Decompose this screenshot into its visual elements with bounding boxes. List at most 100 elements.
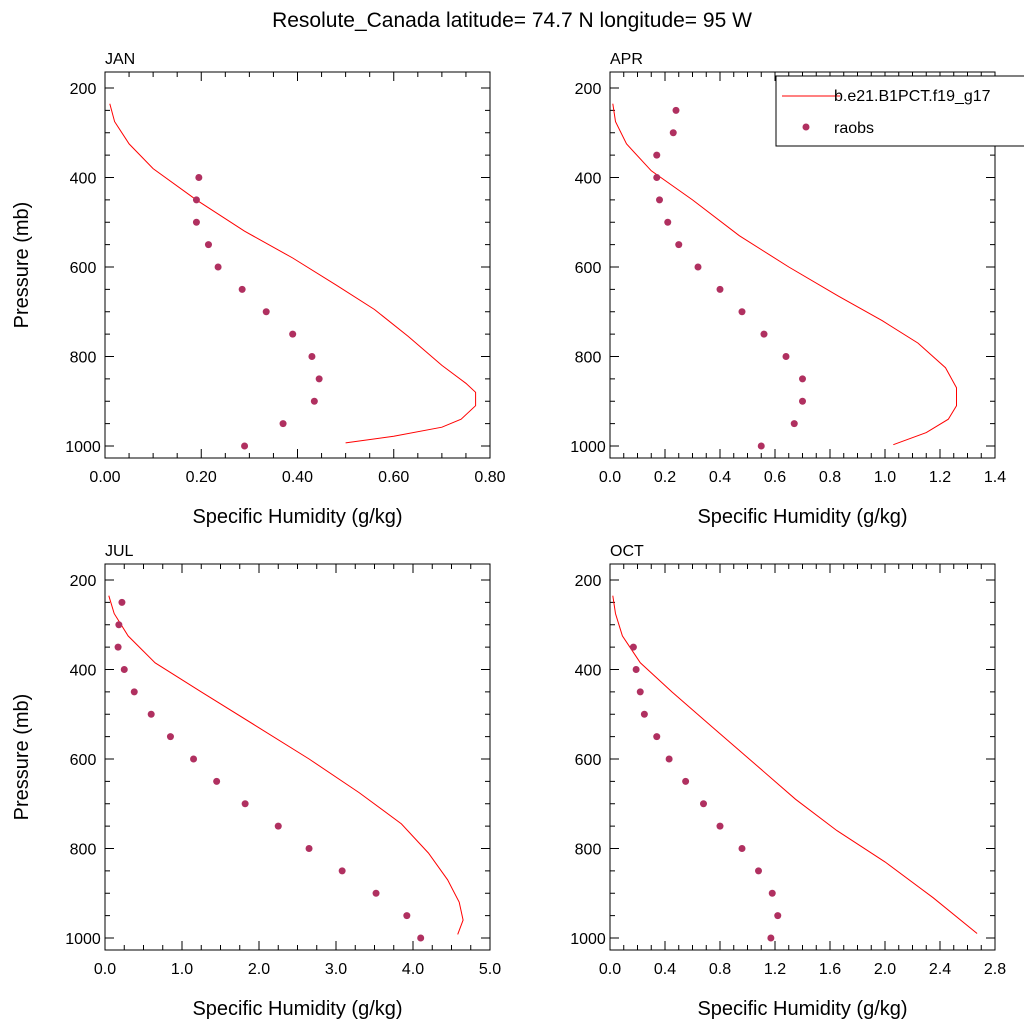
raobs-point bbox=[682, 777, 690, 785]
y-tick-label: 200 bbox=[70, 81, 97, 98]
x-tick-label: 5.0 bbox=[479, 961, 501, 978]
y-tick-label: 400 bbox=[70, 663, 97, 680]
y-tick-label: 400 bbox=[575, 171, 602, 188]
y-axis-label: Pressure (mb) bbox=[11, 694, 33, 821]
chart-panel-jul: JUL 200 400 600 800 1000 0.0 1.0 2.0 3.0 4.0 5.0 Spe… bbox=[11, 543, 501, 1020]
y-tick-label: 600 bbox=[70, 260, 97, 277]
x-tick-label: 0.4 bbox=[654, 961, 676, 978]
panel-label: JAN bbox=[105, 51, 135, 68]
raobs-point bbox=[274, 822, 282, 830]
y-tick-label: 1000 bbox=[65, 439, 101, 456]
y-tick-label: 600 bbox=[575, 752, 602, 769]
raobs-point bbox=[315, 375, 323, 383]
raobs-point bbox=[166, 733, 174, 741]
raobs-point bbox=[664, 218, 672, 226]
figure-title: Resolute_Canada latitude= 74.7 N longitu… bbox=[272, 9, 752, 32]
raobs-point bbox=[204, 241, 212, 249]
raobs-point bbox=[262, 308, 270, 316]
x-tick-label: 0.60 bbox=[378, 469, 409, 486]
x-tick-label: 2.0 bbox=[874, 961, 896, 978]
y-tick-label: 800 bbox=[575, 842, 602, 859]
y-tick-label: 200 bbox=[575, 81, 602, 98]
x-tick-label: 2.4 bbox=[929, 961, 951, 978]
raobs-point bbox=[700, 800, 707, 808]
x-tick-label: 0.0 bbox=[94, 961, 116, 978]
raobs-point bbox=[120, 666, 128, 673]
x-tick-label: 1.6 bbox=[819, 961, 841, 978]
legend-box bbox=[775, 75, 1024, 147]
x-tick-label: 0.40 bbox=[282, 469, 313, 486]
x-tick-label: 0.8 bbox=[709, 961, 731, 978]
legend-obs-label: raobs bbox=[834, 120, 874, 137]
raobs-point bbox=[214, 263, 222, 271]
x-axis-label: Specific Humidity (g/kg) bbox=[192, 506, 402, 528]
raobs-point bbox=[790, 420, 798, 428]
x-tick-label: 0.6 bbox=[764, 469, 786, 486]
raobs-point bbox=[372, 889, 380, 897]
raobs-point bbox=[694, 263, 702, 271]
y-tick-label: 400 bbox=[70, 171, 97, 188]
y-tick-label: 1000 bbox=[570, 439, 606, 456]
raobs-point bbox=[417, 934, 425, 942]
raobs-point bbox=[653, 151, 661, 159]
y-tick-label: 400 bbox=[575, 663, 602, 680]
raobs-point bbox=[279, 420, 287, 428]
model-profile-line bbox=[108, 595, 464, 935]
raobs-point bbox=[147, 710, 155, 718]
y-tick-label: 800 bbox=[575, 350, 602, 367]
raobs-point bbox=[636, 688, 644, 696]
y-tick-label: 200 bbox=[70, 573, 97, 590]
chart-panel-oct: OCT 200 400 600 800 1000 0.0 0.4 0.8 1.2 1.6 2.0 2.4… bbox=[570, 543, 1006, 1020]
y-tick-label: 600 bbox=[575, 260, 602, 277]
y-tick-label: 1000 bbox=[65, 931, 101, 948]
y-tick-label: 1000 bbox=[570, 931, 606, 948]
raobs-point bbox=[716, 285, 724, 293]
plot-frame bbox=[104, 71, 491, 459]
raobs-point bbox=[669, 129, 677, 137]
x-tick-label: 0.80 bbox=[474, 469, 505, 486]
raobs-point bbox=[403, 912, 411, 920]
raobs-point bbox=[665, 755, 673, 763]
x-tick-label: 4.0 bbox=[402, 961, 424, 978]
x-tick-label: 2.0 bbox=[248, 961, 270, 978]
x-tick-label: 1.2 bbox=[764, 961, 786, 978]
model-profile-line bbox=[109, 103, 477, 444]
y-tick-label: 200 bbox=[575, 573, 602, 590]
raobs-point bbox=[130, 688, 138, 696]
raobs-point bbox=[192, 218, 200, 226]
x-tick-label: 0.4 bbox=[709, 469, 731, 486]
raobs-point bbox=[768, 889, 776, 897]
y-tick-label: 600 bbox=[70, 752, 97, 769]
raobs-point bbox=[774, 912, 782, 920]
raobs-point bbox=[738, 845, 746, 852]
raobs-point bbox=[289, 330, 297, 338]
y-tick-label: 800 bbox=[70, 842, 97, 859]
raobs-point bbox=[114, 643, 122, 651]
raobs-point bbox=[653, 174, 661, 181]
raobs-point bbox=[738, 308, 746, 316]
x-tick-label: 0.8 bbox=[819, 469, 841, 486]
raobs-point bbox=[656, 196, 663, 204]
x-axis-label: Specific Humidity (g/kg) bbox=[697, 506, 907, 528]
raobs-point bbox=[760, 330, 768, 338]
raobs-point bbox=[118, 598, 126, 606]
legend: b.e21.B1PCT.f19_g17 raobs bbox=[775, 75, 1024, 147]
raobs-point bbox=[338, 867, 346, 875]
y-axis-label: Pressure (mb) bbox=[11, 202, 33, 329]
raobs-point bbox=[238, 285, 246, 293]
raobs-point bbox=[799, 397, 806, 405]
raobs-point bbox=[310, 397, 318, 405]
panels: JAN 200 400 600 800 1000 0.00 0.20 0.40 0.60 0.80 S… bbox=[11, 51, 1006, 1020]
raobs-point bbox=[653, 733, 661, 741]
raobs-point bbox=[195, 174, 203, 181]
raobs-point bbox=[308, 353, 316, 360]
x-tick-label: 2.8 bbox=[984, 961, 1006, 978]
raobs-point bbox=[716, 822, 724, 830]
raobs-point bbox=[799, 375, 806, 383]
raobs-point bbox=[675, 241, 683, 249]
raobs-point bbox=[672, 106, 680, 114]
x-tick-label: 1.2 bbox=[929, 469, 951, 486]
x-axis-label: Specific Humidity (g/kg) bbox=[697, 998, 907, 1020]
raobs-point bbox=[190, 755, 198, 763]
x-tick-label: 1.0 bbox=[171, 961, 193, 978]
